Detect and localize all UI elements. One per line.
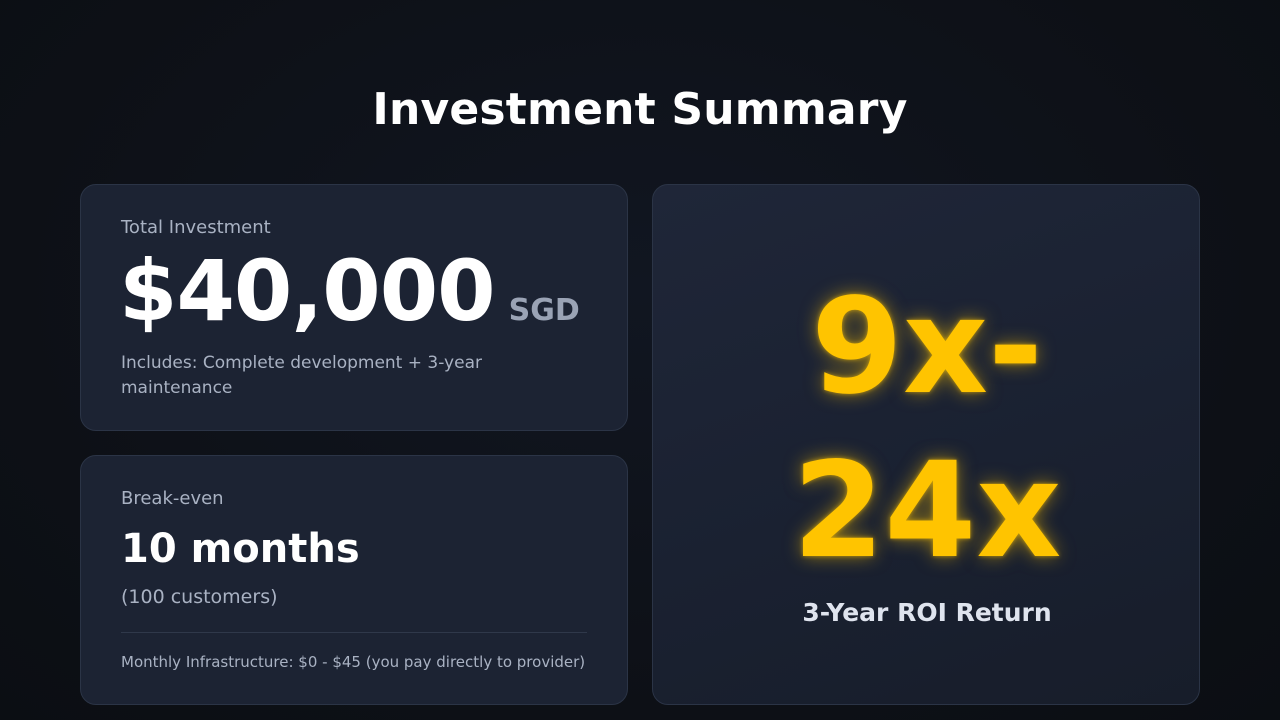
- break-even-label: Break-even: [121, 488, 224, 509]
- roi-value: 9x- 24x: [653, 265, 1201, 593]
- roi-value-line-1: 9x-: [811, 270, 1043, 424]
- divider: [121, 632, 587, 633]
- monthly-infrastructure-note: Monthly Infrastructure: $0 - $45 (you pa…: [121, 653, 586, 671]
- total-investment-card: Total Investment $40,000 SGD Includes: C…: [80, 184, 628, 431]
- investment-amount: $40,000: [119, 242, 496, 340]
- page-title: Investment Summary: [372, 84, 908, 135]
- break-even-customers: (100 customers): [121, 586, 278, 608]
- investment-includes: Includes: Complete development + 3-year …: [121, 353, 482, 398]
- break-even-card: Break-even 10 months (100 customers) Mon…: [80, 455, 628, 705]
- currency-code: SGD: [508, 293, 580, 328]
- investment-amount-row: $40,000 SGD: [119, 242, 580, 340]
- total-investment-label: Total Investment: [121, 217, 271, 238]
- roi-value-line-2: 24x: [792, 434, 1062, 588]
- roi-card: 9x- 24x 3-Year ROI Return: [652, 184, 1200, 705]
- roi-caption: 3-Year ROI Return: [802, 598, 1052, 627]
- break-even-value: 10 months: [121, 526, 360, 572]
